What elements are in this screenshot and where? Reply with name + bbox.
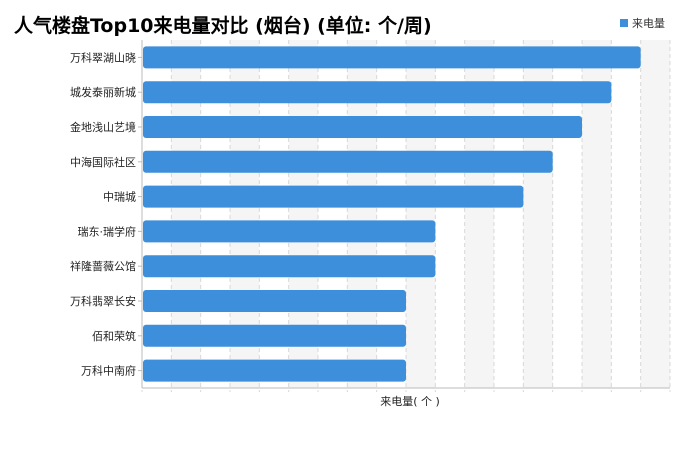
legend-label: 来电量	[632, 17, 665, 30]
bar[interactable]	[143, 81, 612, 104]
bar[interactable]	[143, 255, 436, 278]
legend[interactable]: 来电量	[620, 15, 665, 31]
legend-swatch	[620, 19, 628, 27]
category-label: 瑞东·瑞学府	[78, 224, 137, 238]
bar[interactable]	[143, 150, 553, 173]
bar[interactable]	[143, 116, 582, 138]
category-label: 中瑞城	[103, 190, 136, 204]
category-labels: 万科翠湖山晓城发泰丽新城金地浅山艺境中海国际社区中瑞城瑞东·瑞学府祥隆蔷薇公馆万…	[70, 50, 142, 378]
category-label: 万科翡翠长安	[70, 294, 136, 308]
bar[interactable]	[143, 324, 406, 347]
category-label: 金地浅山艺境	[70, 120, 136, 134]
category-label: 万科翠湖山晓	[70, 50, 136, 64]
bar[interactable]	[143, 185, 524, 208]
bar[interactable]	[143, 290, 406, 312]
category-label: 城发泰丽新城	[70, 85, 136, 99]
plot-band	[640, 40, 670, 388]
bar[interactable]	[143, 359, 406, 382]
chart-title: 人气楼盘Top10来电量对比 (烟台) (单位: 个/周)	[14, 15, 432, 37]
bars	[143, 46, 641, 382]
category-label: 祥隆蔷薇公馆	[70, 259, 136, 273]
category-label: 中海国际社区	[70, 155, 136, 169]
bar[interactable]	[143, 46, 641, 69]
category-label: 万科中南府	[81, 364, 136, 378]
bar[interactable]	[143, 220, 436, 243]
x-axis-label: 来电量( 个 )	[380, 395, 440, 408]
category-label: 佰和荣筑	[92, 329, 136, 343]
